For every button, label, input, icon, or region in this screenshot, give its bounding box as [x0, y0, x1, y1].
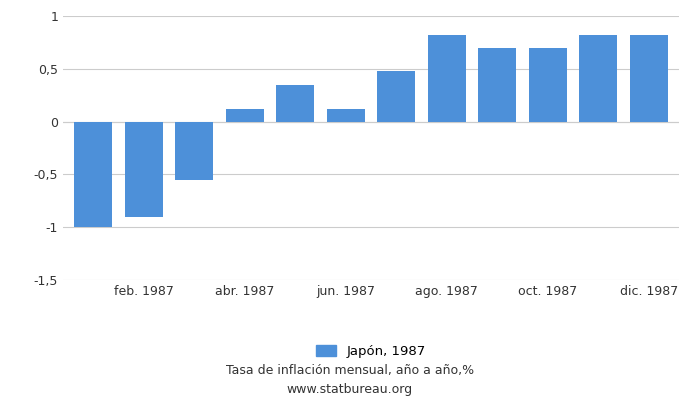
Legend: Japón, 1987: Japón, 1987 — [316, 345, 426, 358]
Bar — [478, 48, 516, 122]
Bar — [327, 109, 365, 122]
Bar — [276, 85, 314, 122]
Bar — [175, 122, 214, 180]
Bar — [630, 35, 668, 122]
Text: Tasa de inflación mensual, año a año,%: Tasa de inflación mensual, año a año,% — [226, 364, 474, 377]
Bar — [528, 48, 567, 122]
Bar — [74, 122, 112, 227]
Bar — [125, 122, 162, 217]
Bar — [428, 35, 466, 122]
Bar — [377, 71, 415, 122]
Bar — [580, 35, 617, 122]
Bar — [226, 109, 264, 122]
Text: www.statbureau.org: www.statbureau.org — [287, 383, 413, 396]
